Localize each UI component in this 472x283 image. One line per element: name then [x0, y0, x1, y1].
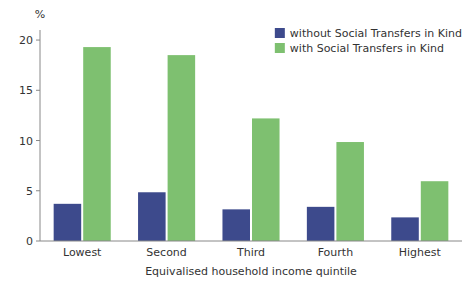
- bar: [168, 55, 196, 241]
- bar: [83, 47, 111, 241]
- x-axis-label: Equivalised household income quintile: [145, 265, 357, 278]
- bar: [391, 217, 419, 241]
- y-tick: [36, 140, 40, 141]
- y-tick: [36, 241, 40, 242]
- bar: [54, 204, 82, 241]
- y-axis-label: %: [35, 8, 45, 21]
- y-tick-label: 20: [19, 34, 33, 47]
- bar: [252, 118, 280, 241]
- chart: 0 5 10 15 20 Lowest Second Third Fourth Highest Eq…: [0, 0, 472, 283]
- y-tick: [36, 40, 40, 41]
- bar: [222, 209, 250, 241]
- y-tick-label: 15: [19, 84, 33, 97]
- bar: [336, 142, 364, 241]
- x-tick-label: Fourth: [318, 246, 353, 259]
- y-tick-label: 10: [19, 135, 33, 148]
- x-tick-label: Highest: [399, 246, 442, 259]
- y-tick-label: 0: [26, 235, 33, 248]
- y-tick: [36, 190, 40, 191]
- y-tick-label: 5: [26, 185, 33, 198]
- x-tick-label: Third: [236, 246, 265, 259]
- legend-swatch: [275, 43, 285, 53]
- x-axis-line: [40, 241, 462, 242]
- bar: [138, 192, 166, 241]
- legend-label: without Social Transfers in Kind: [290, 27, 462, 40]
- y-axis-line: [40, 30, 41, 241]
- legend-swatch: [275, 28, 285, 38]
- x-tick-label: Second: [146, 246, 186, 259]
- legend: without Social Transfers in Kind with Soc…: [275, 27, 462, 55]
- y-tick: [36, 90, 40, 91]
- bar: [307, 207, 335, 241]
- bar: [421, 181, 449, 241]
- x-tick-label: Lowest: [63, 246, 102, 259]
- bars: [54, 47, 449, 241]
- legend-label: with Social Transfers in Kind: [290, 42, 444, 55]
